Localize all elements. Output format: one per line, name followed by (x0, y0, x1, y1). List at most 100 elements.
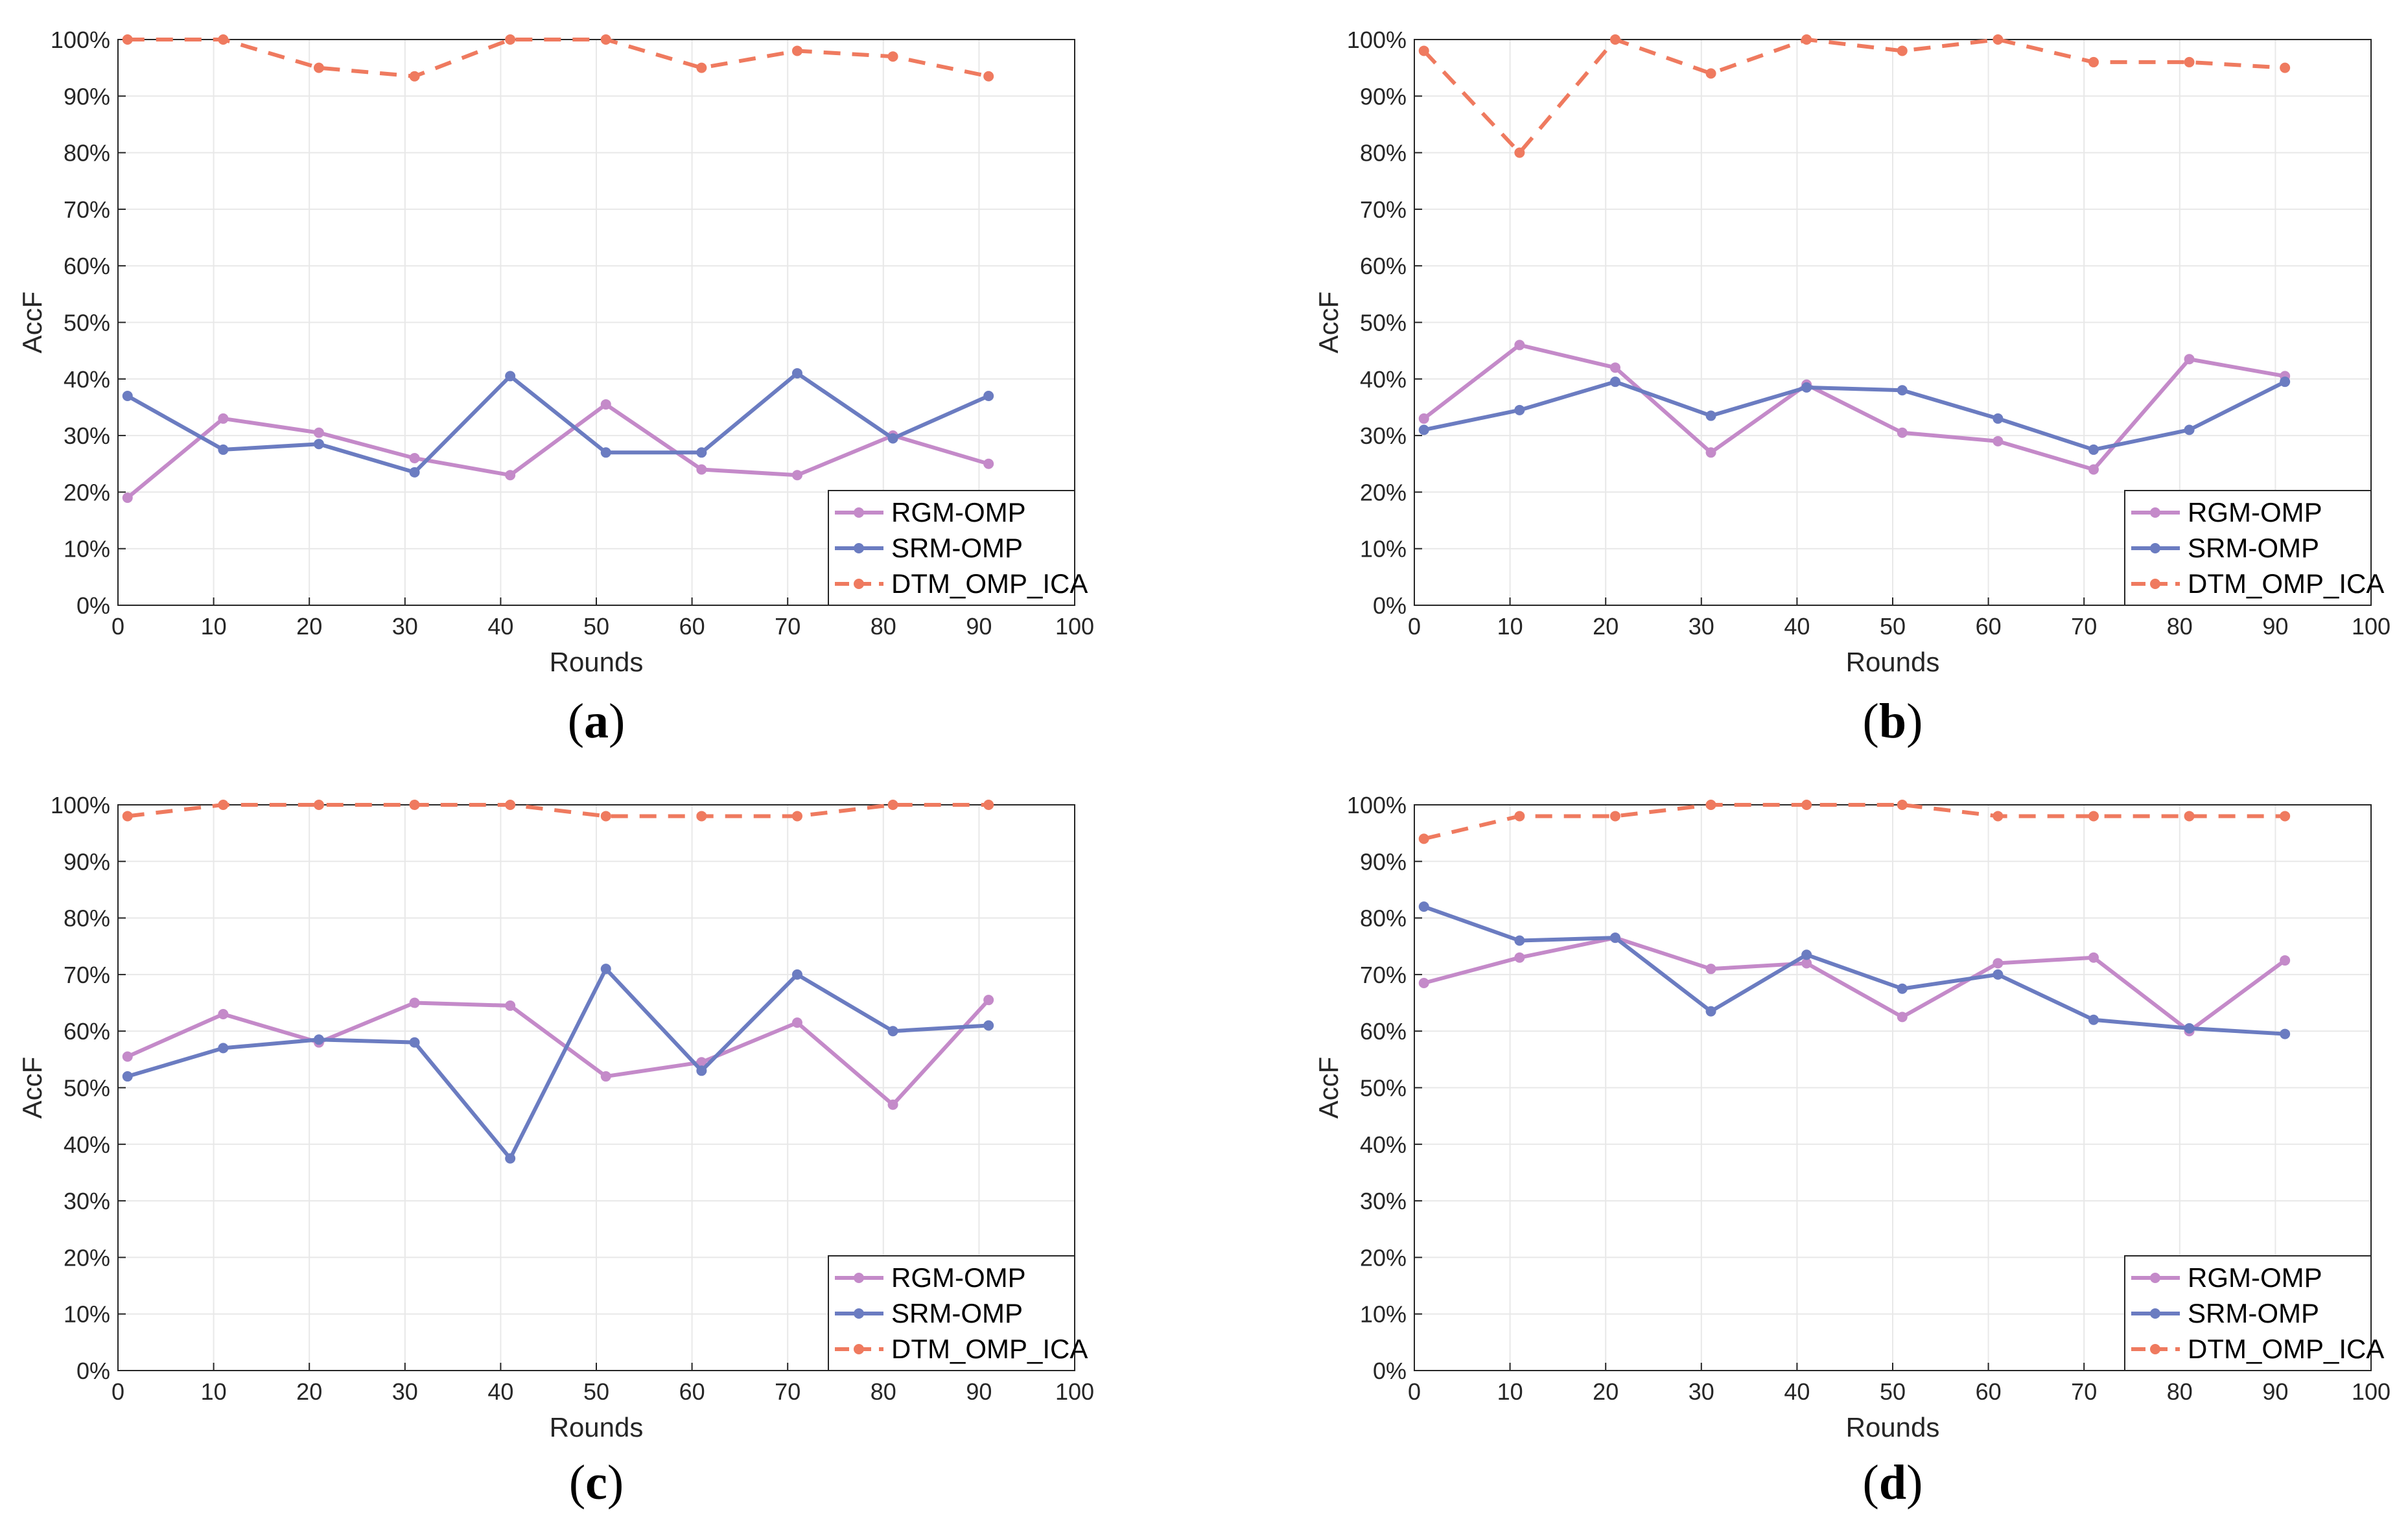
data-point-rgm-omp (1609, 362, 1620, 373)
panel-caption: (c) (569, 1455, 624, 1510)
data-point-dtm_omp_ica (1801, 34, 1812, 45)
x-tick-label: 70 (2071, 1378, 2097, 1405)
y-tick-label: 20% (64, 479, 110, 505)
y-tick-label: 80% (1360, 905, 1407, 932)
data-point-rgm-omp (409, 997, 420, 1008)
data-point-rgm-omp (887, 1099, 898, 1110)
x-tick-label: 50 (1880, 613, 1906, 640)
data-point-rgm-omp (1897, 427, 1908, 438)
series-line-rgm-omp (126, 402, 990, 500)
legend: RGM-OMP SRM-OMP DTM_OMP_ICA (2124, 490, 2384, 606)
y-tick-label: 80% (64, 905, 110, 932)
series-line-rgm-omp (126, 999, 990, 1107)
x-tick-label: 0 (1408, 1378, 1421, 1405)
y-tick-label: 70% (1360, 962, 1407, 988)
data-point-dtm_omp_ica (409, 800, 420, 810)
series-line-rgm-omp (1422, 343, 2285, 472)
data-point-srm-omp (1705, 410, 1716, 421)
data-point-srm-omp (1418, 424, 1429, 435)
data-point-dtm_omp_ica (409, 71, 420, 82)
y-axis-label: AccF (1313, 1057, 1344, 1119)
data-point-dtm_omp_ica (1705, 68, 1716, 79)
data-point-rgm-omp (600, 1071, 611, 1082)
legend: RGM-OMP SRM-OMP DTM_OMP_ICA (2124, 1255, 2384, 1371)
y-tick-label: 0% (1373, 592, 1407, 619)
x-axis-label: Rounds (1846, 647, 1940, 677)
data-point-dtm_omp_ica (791, 811, 802, 822)
series-line-srm-omp (126, 371, 990, 474)
x-tick-label: 40 (1784, 613, 1810, 640)
data-point-rgm-omp (218, 1009, 229, 1020)
data-point-dtm_omp_ica (2088, 56, 2099, 67)
y-tick-label: 30% (1360, 423, 1407, 449)
legend-marker-srm-omp (2150, 1308, 2160, 1319)
data-point-srm-omp (505, 371, 516, 382)
y-tick-label: 60% (1360, 253, 1407, 279)
series-line-dtm_omp_ica (1422, 38, 2285, 155)
panel-caption: (b) (1863, 694, 1923, 748)
x-tick-label: 10 (201, 1378, 227, 1405)
legend-label-rgm-omp: RGM-OMP (2188, 497, 2322, 527)
data-point-rgm-omp (1993, 435, 2004, 446)
y-tick-label: 100% (1347, 27, 1407, 53)
legend-marker-srm-omp (2150, 543, 2160, 553)
x-tick-label: 40 (487, 613, 513, 640)
data-point-srm-omp (313, 439, 324, 450)
x-tick-label: 20 (296, 613, 322, 640)
data-point-dtm_omp_ica (1418, 833, 1429, 844)
y-tick-label: 20% (64, 1244, 110, 1271)
data-point-dtm_omp_ica (1609, 34, 1620, 45)
data-point-srm-omp (696, 447, 707, 458)
x-tick-label: 50 (583, 1378, 609, 1405)
y-tick-label: 10% (64, 536, 110, 562)
y-tick-label: 30% (64, 423, 110, 449)
data-point-dtm_omp_ica (2184, 56, 2195, 67)
legend-label-srm-omp: SRM-OMP (2188, 1298, 2319, 1328)
y-tick-label: 30% (1360, 1188, 1407, 1214)
data-point-srm-omp (1993, 413, 2004, 424)
data-point-srm-omp (2280, 1028, 2291, 1039)
legend-label-dtm_omp_ica: DTM_OMP_ICA (2188, 568, 2384, 599)
data-point-rgm-omp (983, 995, 994, 1006)
legend-marker-dtm_omp_ica (854, 1344, 864, 1354)
x-tick-label: 30 (1689, 1378, 1714, 1405)
data-point-dtm_omp_ica (1609, 811, 1620, 822)
data-point-dtm_omp_ica (505, 800, 516, 810)
y-tick-label: 100% (1347, 792, 1407, 818)
x-tick-label: 10 (1497, 1378, 1523, 1405)
y-tick-label: 40% (1360, 366, 1407, 393)
legend: RGM-OMP SRM-OMP DTM_OMP_ICA (828, 490, 1088, 606)
data-point-rgm-omp (791, 470, 802, 481)
y-tick-label: 40% (64, 1131, 110, 1158)
x-tick-label: 90 (2262, 613, 2288, 640)
legend-marker-rgm-omp (2150, 507, 2160, 518)
chart-panel-d: 0 10 20 30 40 50 60 70 80 90 100 0% 10% 20% 30% 40% 50% 6… (1313, 792, 2390, 1510)
series-line-srm-omp (126, 967, 989, 1161)
data-point-srm-omp (887, 433, 898, 444)
legend-label-dtm_omp_ica: DTM_OMP_ICA (2188, 1334, 2384, 1364)
data-point-dtm_omp_ica (1897, 800, 1908, 810)
data-point-rgm-omp (696, 464, 707, 475)
data-point-srm-omp (1609, 932, 1620, 944)
x-tick-label: 90 (966, 1378, 992, 1405)
x-tick-label: 20 (1593, 1378, 1619, 1405)
data-point-dtm_omp_ica (2280, 62, 2291, 73)
x-tick-label: 80 (2167, 1378, 2193, 1405)
data-point-srm-omp (505, 1153, 516, 1164)
x-tick-label: 30 (392, 1378, 418, 1405)
x-tick-label: 40 (1784, 1378, 1810, 1405)
data-point-dtm_omp_ica (696, 811, 707, 822)
series-line-srm-omp (1423, 380, 2286, 452)
legend-marker-rgm-omp (854, 507, 864, 518)
x-tick-label: 70 (775, 613, 801, 640)
y-tick-label: 90% (1360, 83, 1407, 110)
data-point-dtm_omp_ica (122, 34, 133, 45)
legend-label-dtm_omp_ica: DTM_OMP_ICA (891, 568, 1088, 599)
data-point-dtm_omp_ica (1514, 147, 1525, 158)
legend-marker-srm-omp (854, 543, 864, 553)
data-point-srm-omp (600, 964, 611, 975)
y-tick-label: 10% (1360, 1301, 1407, 1328)
x-tick-label: 100 (2352, 1378, 2390, 1405)
x-tick-label: 100 (1055, 1378, 1094, 1405)
data-point-srm-omp (2280, 376, 2291, 388)
